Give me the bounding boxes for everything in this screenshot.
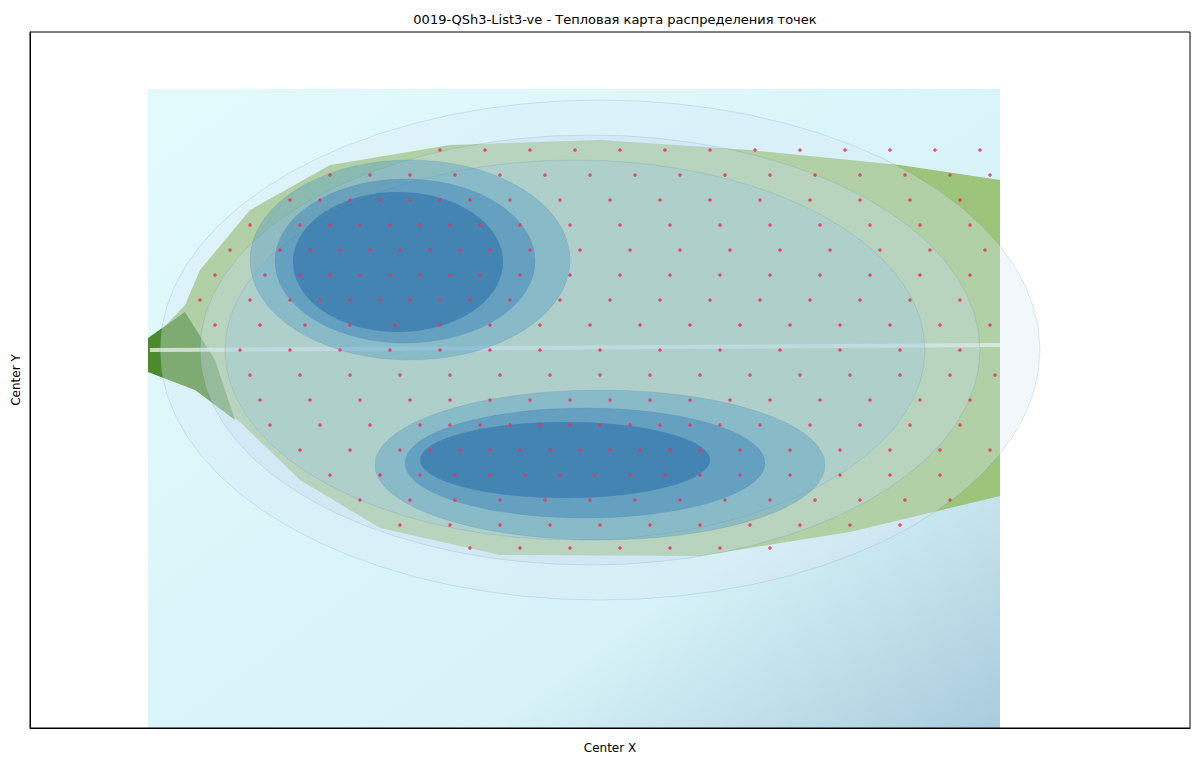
svg-text:Center X: Center X xyxy=(584,741,636,755)
svg-text:Center Y: Center Y xyxy=(9,354,23,406)
svg-text:0019-QSh3-List3-ve - Тепловая: 0019-QSh3-List3-ve - Тепловая карта расп… xyxy=(413,12,816,27)
